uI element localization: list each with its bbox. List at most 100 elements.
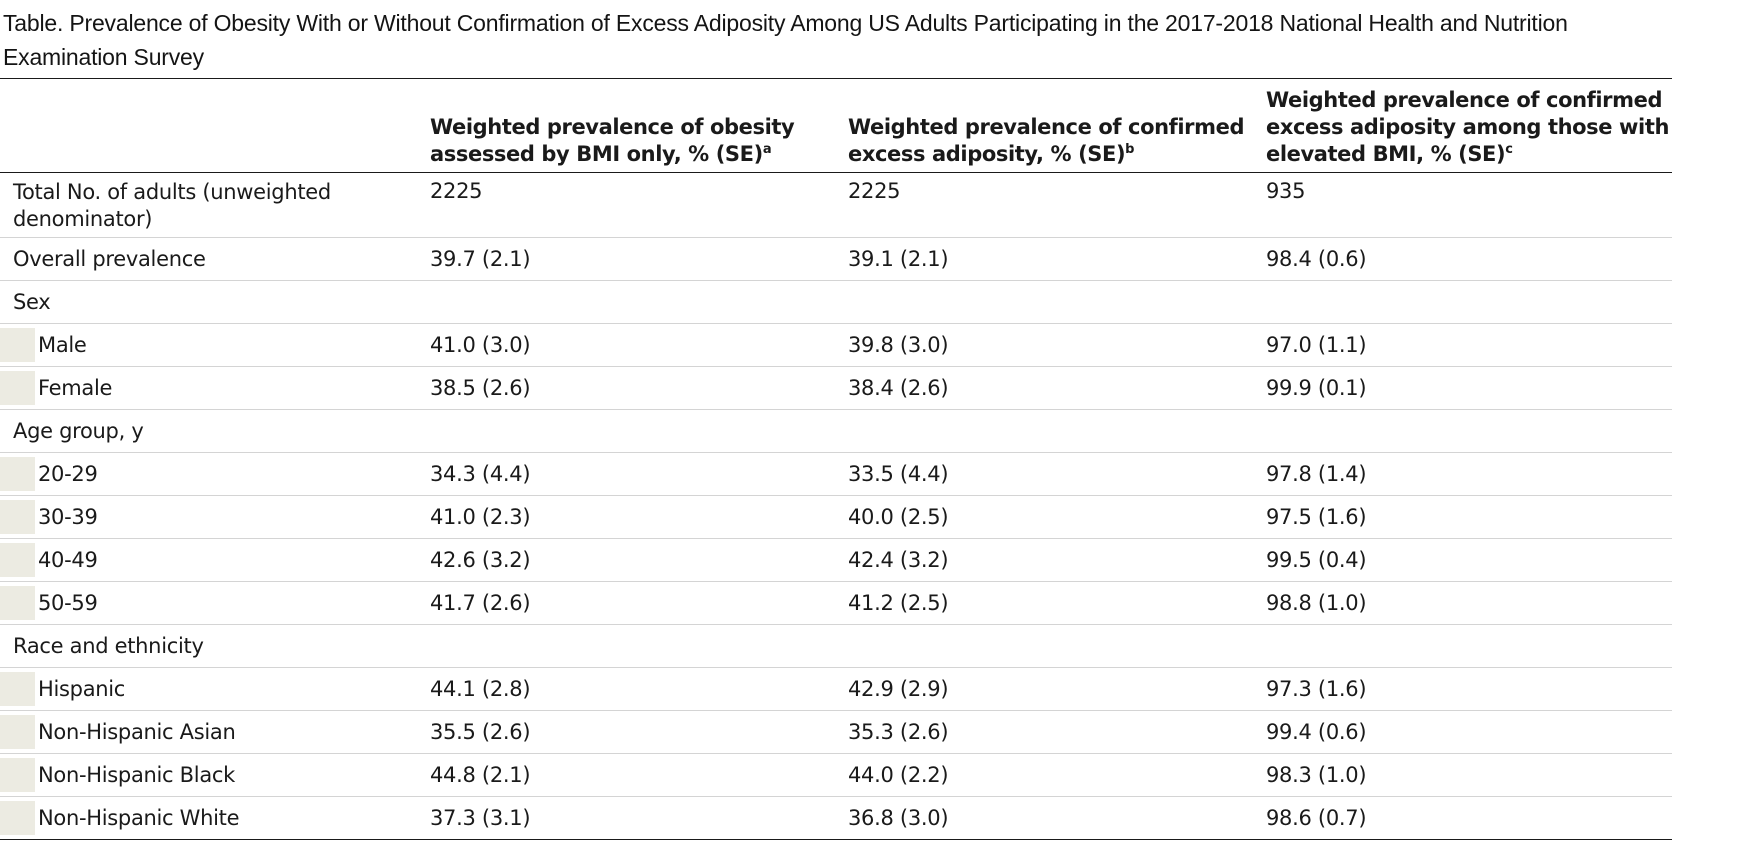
row-label: Female: [0, 366, 430, 410]
prevalence-table: Weighted prevalence of obesity assessed …: [0, 79, 1672, 840]
cell-confirmed: 40.0 (2.5): [848, 495, 1266, 539]
header-cell-label: [0, 79, 430, 173]
cell-bmi-only: 37.3 (3.1): [430, 796, 848, 840]
cell-confirmed-elevated-bmi: 98.8 (1.0): [1266, 581, 1672, 625]
cell-confirmed: 42.4 (3.2): [848, 538, 1266, 582]
row-label: Hispanic: [0, 667, 430, 711]
row-label: 40-49: [0, 538, 430, 582]
cell-bmi-only: 44.1 (2.8): [430, 667, 848, 711]
cell-confirmed-elevated-bmi: [1266, 280, 1672, 324]
row-label-text: 40-49: [38, 548, 98, 572]
row-label-text: Female: [38, 376, 113, 400]
cell-confirmed-elevated-bmi: 99.9 (0.1): [1266, 366, 1672, 410]
table-section-row: Age group, y: [0, 409, 1672, 453]
header-text: Weighted prevalence of confirmed excess …: [1266, 88, 1670, 166]
indent-marker: [0, 672, 35, 706]
table-row: Non-Hispanic Black 44.8 (2.1) 44.0 (2.2)…: [0, 753, 1672, 797]
indent-marker: [0, 371, 35, 405]
row-label-text: Non-Hispanic Asian: [38, 720, 236, 744]
table-row: Male 41.0 (3.0) 39.8 (3.0) 97.0 (1.1): [0, 323, 1672, 367]
cell-confirmed: 39.1 (2.1): [848, 237, 1266, 281]
table-title: Table. Prevalence of Obesity With or Wit…: [0, 0, 1672, 72]
cell-confirmed-elevated-bmi: [1266, 409, 1672, 453]
indent-marker: [0, 586, 35, 620]
row-label-text: Non-Hispanic Black: [38, 763, 235, 787]
header-cell-confirmed-elevated-bmi: Weighted prevalence of confirmed excess …: [1266, 79, 1672, 173]
cell-bmi-only: [430, 624, 848, 668]
table-row: 20-29 34.3 (4.4) 33.5 (4.4) 97.8 (1.4): [0, 452, 1672, 496]
cell-confirmed: 38.4 (2.6): [848, 366, 1266, 410]
row-label: Overall prevalence: [0, 237, 430, 281]
table-row: Hispanic 44.1 (2.8) 42.9 (2.9) 97.3 (1.6…: [0, 667, 1672, 711]
row-label: Male: [0, 323, 430, 367]
table-row: Overall prevalence 39.7 (2.1) 39.1 (2.1)…: [0, 237, 1672, 281]
cell-confirmed: 36.8 (3.0): [848, 796, 1266, 840]
header-cell-confirmed: Weighted prevalence of confirmed excess …: [848, 79, 1266, 173]
table-header: Weighted prevalence of obesity assessed …: [0, 79, 1672, 173]
cell-confirmed: 33.5 (4.4): [848, 452, 1266, 496]
table-title-text: Table. Prevalence of Obesity With or Wit…: [3, 10, 1568, 70]
row-label-text: Non-Hispanic White: [38, 806, 240, 830]
cell-confirmed: [848, 280, 1266, 324]
cell-bmi-only: 41.0 (3.0): [430, 323, 848, 367]
cell-confirmed-elevated-bmi: 98.4 (0.6): [1266, 237, 1672, 281]
footnote-marker: c: [1505, 142, 1513, 157]
cell-confirmed: 39.8 (3.0): [848, 323, 1266, 367]
row-label-text: Hispanic: [38, 677, 126, 701]
footnote-marker: b: [1125, 142, 1135, 157]
indent-marker: [0, 328, 35, 362]
cell-confirmed: 41.2 (2.5): [848, 581, 1266, 625]
cell-confirmed-elevated-bmi: 97.3 (1.6): [1266, 667, 1672, 711]
cell-confirmed-elevated-bmi: 97.5 (1.6): [1266, 495, 1672, 539]
table-figure: Table. Prevalence of Obesity With or Wit…: [0, 0, 1672, 840]
cell-bmi-only: 44.8 (2.1): [430, 753, 848, 797]
cell-bmi-only: [430, 280, 848, 324]
row-label: Non-Hispanic Asian: [0, 710, 430, 754]
cell-confirmed-elevated-bmi: 98.3 (1.0): [1266, 753, 1672, 797]
section-label: Sex: [0, 280, 430, 324]
cell-bmi-only: 35.5 (2.6): [430, 710, 848, 754]
cell-bmi-only: 38.5 (2.6): [430, 366, 848, 410]
table-row: 40-49 42.6 (3.2) 42.4 (3.2) 99.5 (0.4): [0, 538, 1672, 582]
table-row: Total No. of adults (unweighted denomina…: [0, 172, 1672, 238]
cell-confirmed: 2225: [848, 172, 1266, 238]
cell-bmi-only: 34.3 (4.4): [430, 452, 848, 496]
table-section-row: Race and ethnicity: [0, 624, 1672, 668]
row-label-text: Male: [38, 333, 87, 357]
cell-bmi-only: 41.0 (2.3): [430, 495, 848, 539]
cell-confirmed-elevated-bmi: [1266, 624, 1672, 668]
table-row: 30-39 41.0 (2.3) 40.0 (2.5) 97.5 (1.6): [0, 495, 1672, 539]
table-row: Female 38.5 (2.6) 38.4 (2.6) 99.9 (0.1): [0, 366, 1672, 410]
cell-confirmed: 44.0 (2.2): [848, 753, 1266, 797]
table-row: 50-59 41.7 (2.6) 41.2 (2.5) 98.8 (1.0): [0, 581, 1672, 625]
cell-bmi-only: 39.7 (2.1): [430, 237, 848, 281]
indent-marker: [0, 543, 35, 577]
cell-confirmed-elevated-bmi: 97.8 (1.4): [1266, 452, 1672, 496]
row-label-text: 50-59: [38, 591, 98, 615]
cell-bmi-only: 42.6 (3.2): [430, 538, 848, 582]
row-label: 20-29: [0, 452, 430, 496]
header-cell-bmi-only: Weighted prevalence of obesity assessed …: [430, 79, 848, 173]
section-label: Age group, y: [0, 409, 430, 453]
indent-marker: [0, 715, 35, 749]
cell-confirmed-elevated-bmi: 935: [1266, 172, 1672, 238]
row-label: Total No. of adults (unweighted denomina…: [0, 172, 430, 238]
section-label: Race and ethnicity: [0, 624, 430, 668]
cell-confirmed: [848, 624, 1266, 668]
header-row: Weighted prevalence of obesity assessed …: [0, 79, 1672, 173]
top-rule: [0, 78, 1672, 79]
cell-bmi-only: 2225: [430, 172, 848, 238]
cell-confirmed-elevated-bmi: 97.0 (1.1): [1266, 323, 1672, 367]
table-row: Non-Hispanic Asian 35.5 (2.6) 35.3 (2.6)…: [0, 710, 1672, 754]
table-body: Total No. of adults (unweighted denomina…: [0, 172, 1672, 840]
indent-marker: [0, 801, 35, 835]
cell-bmi-only: 41.7 (2.6): [430, 581, 848, 625]
table-row: Non-Hispanic White 37.3 (3.1) 36.8 (3.0)…: [0, 796, 1672, 840]
cell-confirmed: 42.9 (2.9): [848, 667, 1266, 711]
cell-confirmed: [848, 409, 1266, 453]
cell-confirmed-elevated-bmi: 98.6 (0.7): [1266, 796, 1672, 840]
indent-marker: [0, 457, 35, 491]
row-label: Non-Hispanic Black: [0, 753, 430, 797]
row-label: Non-Hispanic White: [0, 796, 430, 840]
footnote-marker: a: [762, 142, 772, 157]
